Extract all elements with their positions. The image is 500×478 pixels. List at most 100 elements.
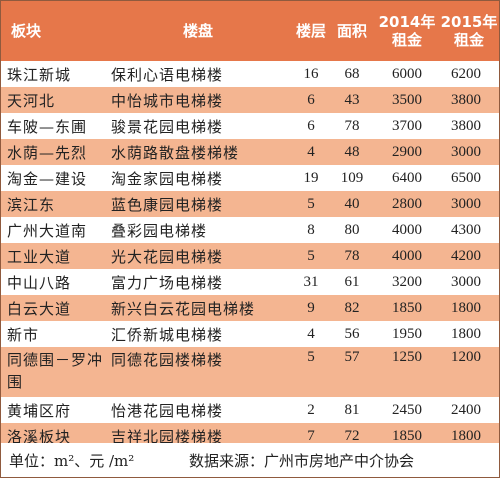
- cell-rent-2015: 4200: [439, 243, 499, 269]
- cell-rent-2015: 4300: [439, 217, 499, 243]
- cell-rent-2014: 2800: [375, 191, 439, 217]
- cell-size: 68: [329, 61, 375, 87]
- cell-area: 中山八路: [1, 269, 103, 295]
- cell-floor: 16: [293, 61, 329, 87]
- table-footer: 单位：m²、元 /m² 数据来源：广州市房地产中介协会: [1, 443, 499, 477]
- cell-floor: 8: [293, 217, 329, 243]
- cell-rent-2015: 2400: [439, 397, 499, 423]
- cell-rent-2015: 1200: [439, 347, 499, 397]
- cell-size: 78: [329, 113, 375, 139]
- header-area: 板块: [1, 1, 103, 61]
- table-body: 珠江新城 保利心语电梯楼 16 68 6000 6200 天河北 中怡城市电梯楼 6 43 3500…: [1, 61, 499, 449]
- cell-rent-2014: 3200: [375, 269, 439, 295]
- cell-name: 中怡城市电梯楼: [103, 87, 293, 113]
- cell-size: 61: [329, 269, 375, 295]
- cell-size: 57: [329, 347, 375, 397]
- cell-floor: 4: [293, 321, 329, 347]
- cell-area: 珠江新城: [1, 61, 103, 87]
- table-row: 新市 汇侨新城电梯楼 4 56 1950 1800: [1, 321, 499, 347]
- cell-area: 广州大道南: [1, 217, 103, 243]
- cell-size: 81: [329, 397, 375, 423]
- cell-rent-2015: 3000: [439, 139, 499, 165]
- cell-name: 怡港花园电梯楼: [103, 397, 293, 423]
- cell-rent-2014: 4000: [375, 243, 439, 269]
- table-row: 珠江新城 保利心语电梯楼 16 68 6000 6200: [1, 61, 499, 87]
- cell-size: 56: [329, 321, 375, 347]
- unit-note: 单位：m²、元 /m²: [9, 452, 135, 470]
- cell-rent-2015: 6500: [439, 165, 499, 191]
- cell-area: 新市: [1, 321, 103, 347]
- table-row: 滨江东 蓝色康园电梯楼 5 40 2800 3000: [1, 191, 499, 217]
- cell-name: 水荫路散盘楼梯楼: [103, 139, 293, 165]
- cell-area: 白云大道: [1, 295, 103, 321]
- cell-name: 光大花园电梯楼: [103, 243, 293, 269]
- cell-floor: 6: [293, 113, 329, 139]
- cell-rent-2014: 3500: [375, 87, 439, 113]
- cell-rent-2014: 6400: [375, 165, 439, 191]
- table-header: 板块 楼盘 楼层 面积 2014年租金 2015年租金: [1, 1, 499, 61]
- header-name: 楼盘: [103, 1, 293, 61]
- cell-rent-2014: 3700: [375, 113, 439, 139]
- cell-floor: 31: [293, 269, 329, 295]
- rent-table: 板块 楼盘 楼层 面积 2014年租金 2015年租金 珠江新城 保利心语电梯楼 1…: [1, 1, 499, 449]
- cell-rent-2015: 3800: [439, 87, 499, 113]
- cell-floor: 5: [293, 191, 329, 217]
- table-row: 车陂—东圃 骏景花园电梯楼 6 78 3700 3800: [1, 113, 499, 139]
- table-row: 中山八路 富力广场电梯楼 31 61 3200 3000: [1, 269, 499, 295]
- cell-floor: 4: [293, 139, 329, 165]
- cell-floor: 9: [293, 295, 329, 321]
- table-row: 黄埔区府 怡港花园电梯楼 2 81 2450 2400: [1, 397, 499, 423]
- cell-rent-2014: 1850: [375, 295, 439, 321]
- cell-area: 天河北: [1, 87, 103, 113]
- header-size: 面积: [329, 1, 375, 61]
- cell-floor: 2: [293, 397, 329, 423]
- cell-rent-2014: 4000: [375, 217, 439, 243]
- cell-name: 骏景花园电梯楼: [103, 113, 293, 139]
- table-row: 水荫—先烈 水荫路散盘楼梯楼 4 48 2900 3000: [1, 139, 499, 165]
- cell-name: 同德花园楼梯楼: [103, 347, 293, 397]
- cell-area: 滨江东: [1, 191, 103, 217]
- header-rent-2015: 2015年租金: [439, 1, 499, 61]
- cell-rent-2015: 1800: [439, 295, 499, 321]
- table-row: 白云大道 新兴白云花园电梯楼 9 82 1850 1800: [1, 295, 499, 321]
- cell-area: 同德围－罗冲围: [1, 347, 103, 397]
- cell-area: 水荫—先烈: [1, 139, 103, 165]
- cell-floor: 19: [293, 165, 329, 191]
- cell-rent-2015: 6200: [439, 61, 499, 87]
- cell-size: 78: [329, 243, 375, 269]
- cell-floor: 5: [293, 347, 329, 397]
- cell-name: 汇侨新城电梯楼: [103, 321, 293, 347]
- cell-rent-2015: 3800: [439, 113, 499, 139]
- cell-rent-2014: 2450: [375, 397, 439, 423]
- cell-rent-2015: 3000: [439, 269, 499, 295]
- cell-name: 保利心语电梯楼: [103, 61, 293, 87]
- cell-floor: 6: [293, 87, 329, 113]
- cell-rent-2015: 1800: [439, 321, 499, 347]
- table-row: 天河北 中怡城市电梯楼 6 43 3500 3800: [1, 87, 499, 113]
- table-row: 广州大道南 叠彩园电梯楼 8 80 4000 4300: [1, 217, 499, 243]
- cell-rent-2015: 3000: [439, 191, 499, 217]
- source-note: 数据来源：广州市房地产中介协会: [189, 452, 415, 470]
- cell-rent-2014: 2900: [375, 139, 439, 165]
- cell-size: 40: [329, 191, 375, 217]
- cell-size: 48: [329, 139, 375, 165]
- cell-rent-2014: 1250: [375, 347, 439, 397]
- cell-area: 工业大道: [1, 243, 103, 269]
- table-row: 工业大道 光大花园电梯楼 5 78 4000 4200: [1, 243, 499, 269]
- cell-area: 车陂—东圃: [1, 113, 103, 139]
- cell-rent-2014: 6000: [375, 61, 439, 87]
- cell-floor: 5: [293, 243, 329, 269]
- cell-name: 蓝色康园电梯楼: [103, 191, 293, 217]
- header-rent-2014: 2014年租金: [375, 1, 439, 61]
- cell-size: 80: [329, 217, 375, 243]
- cell-name: 叠彩园电梯楼: [103, 217, 293, 243]
- cell-area: 黄埔区府: [1, 397, 103, 423]
- cell-rent-2014: 1950: [375, 321, 439, 347]
- table-row: 淘金—建设 淘金家园电梯楼 19 109 6400 6500: [1, 165, 499, 191]
- table-row: 同德围－罗冲围 同德花园楼梯楼 5 57 1250 1200: [1, 347, 499, 397]
- cell-area: 淘金—建设: [1, 165, 103, 191]
- cell-size: 82: [329, 295, 375, 321]
- cell-name: 淘金家园电梯楼: [103, 165, 293, 191]
- cell-size: 43: [329, 87, 375, 113]
- cell-name: 新兴白云花园电梯楼: [103, 295, 293, 321]
